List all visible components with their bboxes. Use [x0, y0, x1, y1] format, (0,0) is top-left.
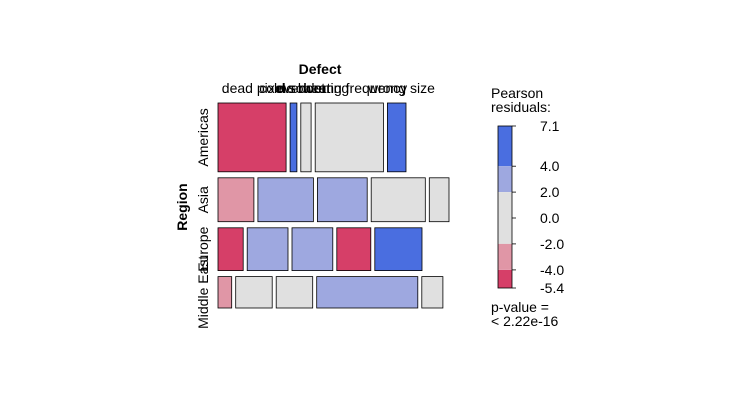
mosaic-tile [291, 227, 334, 272]
legend-band [498, 243, 512, 270]
row-label: Asia [195, 186, 211, 213]
legend-tick-label: -5.4 [540, 280, 564, 296]
column-label: overheating [276, 80, 349, 96]
column-label: wrong frequency [303, 80, 408, 96]
column-label: no boot [278, 80, 325, 96]
mosaic-tile [217, 177, 255, 223]
legend-tick-label: 7.1 [540, 118, 560, 134]
legend-tick-label: -4.0 [540, 262, 564, 278]
legend-tick-label: -2.0 [540, 236, 564, 252]
mosaic-tiles [217, 102, 450, 309]
legend-color-bar [497, 125, 513, 289]
column-label: wrong size [367, 80, 435, 96]
mosaic-tile [289, 102, 298, 173]
mosaic-tile [314, 102, 384, 173]
mosaic-tile [246, 227, 289, 272]
legend-band [498, 269, 512, 288]
row-label: Americas [195, 108, 211, 166]
row-variable-title: Region [174, 183, 190, 230]
mosaic-tile [336, 227, 372, 272]
mosaic-tile [257, 177, 314, 223]
legend-tick-label: 4.0 [540, 158, 560, 174]
mosaic-tile [316, 276, 419, 309]
mosaic-tile [421, 276, 444, 309]
mosaic-tile [235, 276, 273, 309]
legend-tick-label: 0.0 [540, 210, 560, 226]
legend: Pearson residuals: 7.1 4.0 2.0 0.0 -2.0 -4.0 -… [491, 85, 564, 329]
legend-tick-label: 2.0 [540, 184, 560, 200]
mosaic-tile [428, 177, 450, 223]
column-label: dead pixel [222, 80, 286, 96]
mosaic-tile [300, 102, 312, 173]
mosaic-tile [217, 276, 233, 309]
mosaic-tile [386, 102, 407, 173]
mosaic-tile [217, 227, 244, 272]
legend-ticks: 7.1 4.0 2.0 0.0 -2.0 -4.0 -5.4 [512, 118, 564, 296]
column-label: cold solder [259, 80, 327, 96]
mosaic-tile [217, 102, 287, 173]
legend-band [498, 166, 512, 193]
pvalue-line2: < 2.22e-16 [491, 313, 559, 329]
mosaic-tile [370, 177, 426, 223]
mosaic-tile [316, 177, 368, 223]
mosaic-tile [275, 276, 314, 309]
mosaic-tile [374, 227, 423, 272]
column-variable-title: Defect [299, 61, 342, 77]
row-label: Europe [195, 226, 211, 271]
legend-band [498, 192, 512, 244]
pvalue-line1: p-value = [491, 299, 549, 315]
legend-frame [497, 125, 513, 289]
legend-title-line2: residuals: [491, 99, 551, 115]
legend-title-line1: Pearson [491, 85, 543, 101]
legend-band [498, 126, 512, 167]
row-label: Middle East [195, 256, 211, 329]
